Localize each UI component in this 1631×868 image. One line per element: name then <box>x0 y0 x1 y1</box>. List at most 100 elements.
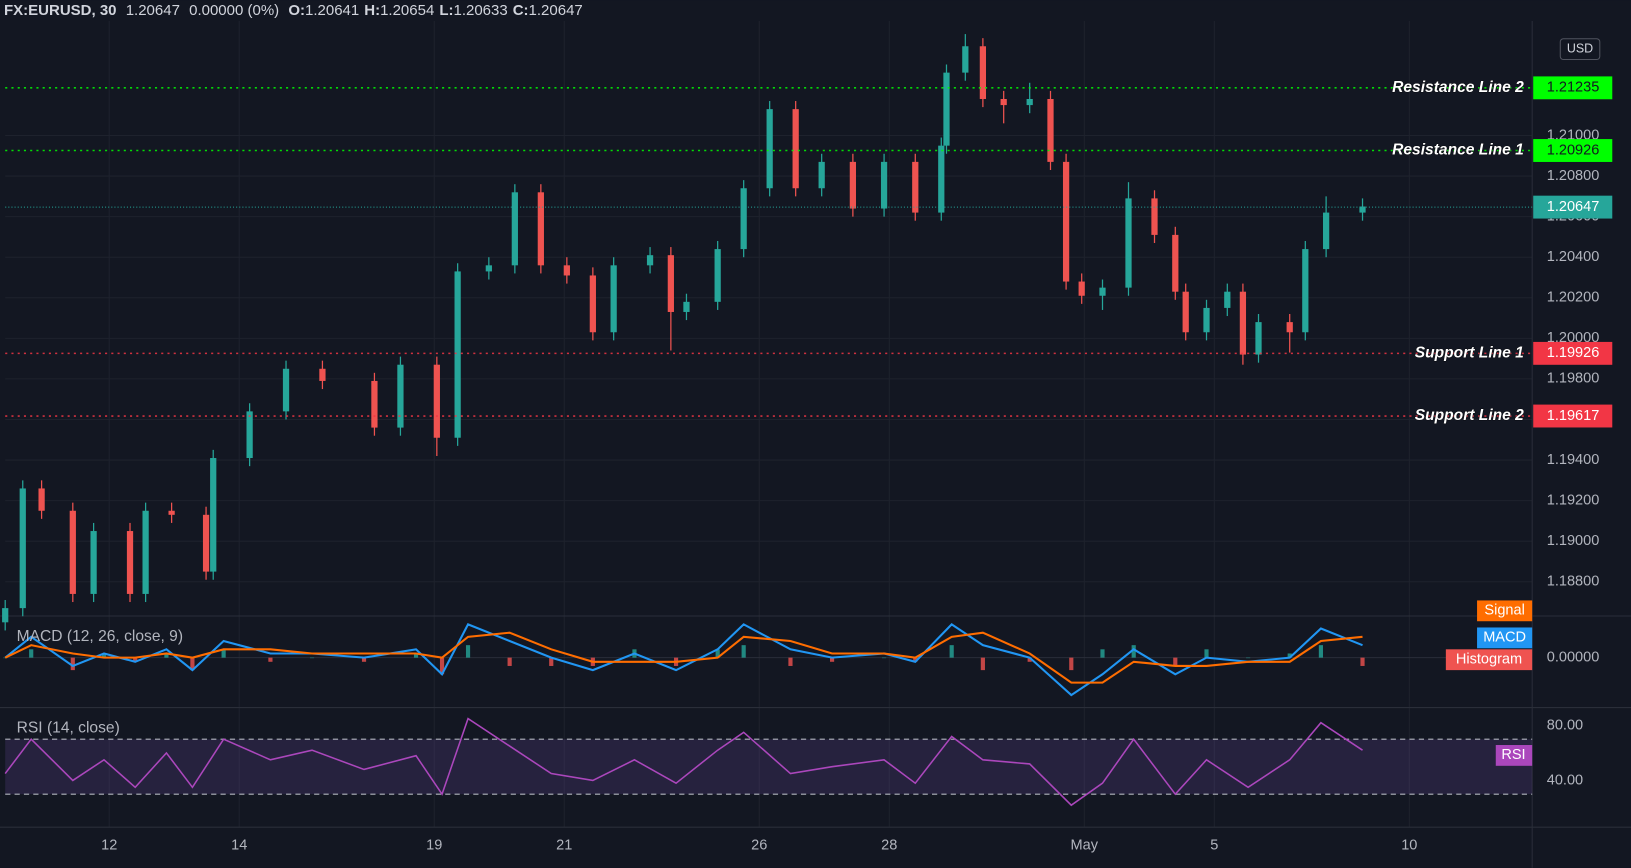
legend-tag <box>1477 627 1533 649</box>
y-tick-label: 1.19000 <box>1547 533 1600 549</box>
x-tick-label: 21 <box>556 838 572 854</box>
price-tag <box>1533 195 1613 219</box>
ohlc-value: 1.20654 <box>380 2 435 19</box>
x-tick-label: 14 <box>231 838 247 854</box>
ohlc-value: 1.20641 <box>305 2 360 19</box>
legend-tag <box>1477 600 1533 622</box>
candle-body <box>792 109 799 189</box>
candle-body <box>1302 249 1309 333</box>
x-tick-label: 10 <box>1401 838 1417 854</box>
candle-body <box>397 364 404 428</box>
candle-body <box>319 368 326 381</box>
candle-body <box>38 488 45 511</box>
ohlc-value: 1.20647 <box>528 2 583 19</box>
price-tag-label: 1.19926 <box>1547 345 1600 361</box>
candle-body <box>1047 98 1054 162</box>
x-tick-label: 26 <box>751 838 767 854</box>
candle-body <box>210 458 217 572</box>
macd-line <box>4 623 1363 697</box>
candle-body <box>979 46 987 99</box>
candle-body <box>454 271 461 438</box>
candle-body <box>433 364 440 438</box>
candle-body <box>818 161 825 189</box>
x-tick-label: 19 <box>426 838 442 854</box>
price-tag <box>1533 139 1613 162</box>
histogram-bar <box>980 657 985 671</box>
candle-body <box>126 531 134 594</box>
y-tick-label: 1.20800 <box>1547 168 1600 184</box>
candle-body <box>246 411 253 459</box>
candle-body <box>90 531 97 594</box>
x-tick-label: May <box>1071 838 1099 854</box>
y-tick-label: 1.20400 <box>1547 249 1600 265</box>
price-tag-label: 1.20926 <box>1547 142 1600 158</box>
candle-body <box>1359 206 1366 213</box>
candle-body <box>202 514 210 572</box>
price-tag <box>1533 341 1613 365</box>
candle-body <box>1286 322 1293 333</box>
candle-body <box>1000 98 1007 106</box>
histogram-bar <box>439 657 445 675</box>
histogram-bar <box>29 649 34 658</box>
level-name: Resistance Line 1 <box>1392 142 1524 159</box>
histogram-bar <box>1027 657 1032 662</box>
x-tick-label: 28 <box>881 838 897 854</box>
histogram-bar <box>881 657 887 659</box>
symbol-header: FX:EURUSD, 30 1.20647 0.00000 (0%) O:1.2… <box>4 2 593 19</box>
candle-body <box>371 380 378 428</box>
candle-body <box>714 249 721 302</box>
histogram-bar <box>221 649 226 658</box>
candle-body <box>1322 212 1330 250</box>
y-tick-label: 1.19400 <box>1547 452 1600 468</box>
candle-body <box>667 255 674 312</box>
candle-body <box>1078 281 1085 296</box>
currency-label: USD <box>1567 41 1593 55</box>
histogram-bar <box>949 645 954 658</box>
histogram-bar <box>413 653 419 658</box>
candle-body <box>69 510 76 594</box>
histogram-bar <box>190 657 195 671</box>
histogram-bar <box>741 645 746 658</box>
y-tick-label: 1.19200 <box>1547 492 1600 508</box>
price-tag <box>1533 404 1613 428</box>
candle-body <box>943 72 950 146</box>
y-tick-label: 0.00000 <box>1547 649 1600 665</box>
price-tag <box>1533 76 1613 100</box>
rsi-band <box>5 739 1533 795</box>
y-tick-label: 80.00 <box>1547 717 1583 733</box>
histogram-bar <box>1287 653 1292 658</box>
y-tick-label: 1.20200 <box>1547 290 1600 306</box>
ohlc: O:1.20641 H:1.20654 L:1.20633 C:1.20647 <box>288 2 587 19</box>
candle-body <box>511 192 518 266</box>
candle-body <box>1062 161 1070 282</box>
histogram-bar <box>465 645 471 658</box>
candle-body <box>19 488 26 609</box>
y-tick-label: 1.19800 <box>1547 371 1600 387</box>
histogram-bar <box>361 657 367 662</box>
histogram-bar <box>133 657 138 662</box>
legend-tag <box>1495 745 1533 766</box>
ohlc-label: H: <box>364 2 381 19</box>
histogram-bar <box>1100 649 1105 658</box>
legend-tag <box>1445 649 1533 671</box>
histogram-bar <box>1173 657 1178 666</box>
candle-body <box>962 46 969 73</box>
candle-body <box>683 301 690 312</box>
candle-body <box>563 265 570 276</box>
candle-body <box>740 188 747 250</box>
level-name: Support Line 2 <box>1415 407 1524 424</box>
candle-body <box>646 255 654 266</box>
level-name: Resistance Line 2 <box>1392 79 1524 96</box>
legend-label: MACD <box>1483 630 1526 646</box>
candle-body <box>1239 291 1247 355</box>
candle-body <box>1125 198 1132 288</box>
indicator-title: MACD (12, 26, close, 9) <box>17 628 183 645</box>
histogram-bar <box>268 657 273 662</box>
candle-body <box>282 368 290 412</box>
candle-body <box>1182 291 1189 333</box>
candle-body <box>1026 98 1033 106</box>
candle-body <box>1203 307 1210 333</box>
legend-label: Signal <box>1484 603 1524 619</box>
